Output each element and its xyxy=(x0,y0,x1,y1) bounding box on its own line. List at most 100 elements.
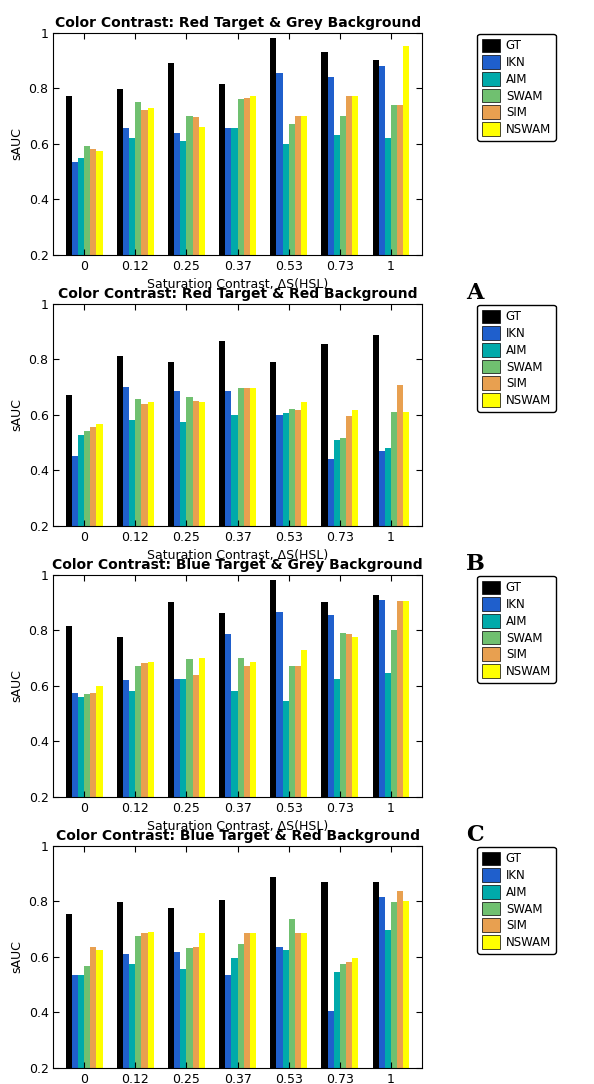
Text: C: C xyxy=(466,824,484,846)
Bar xyxy=(192,117,199,310)
Bar xyxy=(372,335,379,581)
Bar xyxy=(346,963,352,1084)
Bar xyxy=(346,634,352,852)
Bar xyxy=(123,680,129,852)
Bar xyxy=(295,933,301,1084)
Bar xyxy=(379,896,385,1084)
Bar xyxy=(340,438,346,581)
Bar xyxy=(289,667,295,852)
Bar xyxy=(244,98,250,310)
X-axis label: Saturation Contrast, ΔS(HSL): Saturation Contrast, ΔS(HSL) xyxy=(147,821,328,834)
Bar xyxy=(66,625,72,852)
Bar xyxy=(276,947,283,1084)
Title: Color Contrast: Red Target & Grey Background: Color Contrast: Red Target & Grey Backgr… xyxy=(55,16,421,30)
Bar xyxy=(117,357,123,581)
Bar xyxy=(78,697,84,852)
Bar xyxy=(321,603,328,852)
Bar xyxy=(232,692,238,852)
X-axis label: Saturation Contrast, ΔS(HSL): Saturation Contrast, ΔS(HSL) xyxy=(147,550,328,563)
Legend: GT, IKN, AIM, SWAM, SIM, NSWAM: GT, IKN, AIM, SWAM, SIM, NSWAM xyxy=(478,34,556,141)
Bar xyxy=(379,66,385,310)
Bar xyxy=(283,144,289,310)
Bar xyxy=(147,662,154,852)
Bar xyxy=(397,601,403,852)
Bar xyxy=(96,686,103,852)
Bar xyxy=(135,102,141,310)
Bar xyxy=(283,701,289,852)
Bar xyxy=(403,412,409,581)
Bar xyxy=(391,903,397,1084)
Bar xyxy=(96,424,103,581)
Bar xyxy=(187,659,192,852)
Bar xyxy=(129,421,135,581)
Bar xyxy=(199,402,205,581)
Bar xyxy=(181,969,187,1084)
Bar xyxy=(174,679,181,852)
Bar xyxy=(346,416,352,581)
Bar xyxy=(385,138,391,310)
Bar xyxy=(397,891,403,1084)
Bar xyxy=(225,391,232,581)
Bar xyxy=(276,612,283,852)
Bar xyxy=(289,919,295,1084)
Bar xyxy=(181,422,187,581)
Bar xyxy=(141,111,147,310)
Bar xyxy=(168,362,174,581)
Bar xyxy=(187,948,192,1084)
Bar xyxy=(141,663,147,852)
Y-axis label: sAUC: sAUC xyxy=(10,669,23,702)
Bar xyxy=(168,908,174,1084)
Bar xyxy=(90,427,96,581)
Bar xyxy=(238,100,244,310)
Bar xyxy=(301,649,307,852)
Bar xyxy=(135,935,141,1084)
Bar xyxy=(372,595,379,852)
Bar xyxy=(340,964,346,1084)
Bar xyxy=(90,150,96,310)
Bar xyxy=(141,933,147,1084)
Bar xyxy=(174,953,181,1084)
Bar xyxy=(192,401,199,581)
Bar xyxy=(219,614,225,852)
Bar xyxy=(397,386,403,581)
Bar xyxy=(328,77,334,310)
Bar xyxy=(72,162,78,310)
Bar xyxy=(289,409,295,581)
Bar xyxy=(181,679,187,852)
Bar xyxy=(270,362,276,581)
Bar xyxy=(135,399,141,581)
Bar xyxy=(283,950,289,1084)
Bar xyxy=(147,107,154,310)
Bar xyxy=(334,440,340,581)
Bar xyxy=(328,615,334,852)
Text: B: B xyxy=(466,553,485,575)
Bar xyxy=(174,132,181,310)
Bar xyxy=(192,947,199,1084)
Bar xyxy=(90,693,96,852)
Bar xyxy=(225,128,232,310)
Y-axis label: sAUC: sAUC xyxy=(10,940,23,973)
Bar xyxy=(219,341,225,581)
Bar xyxy=(199,127,205,310)
Bar xyxy=(84,431,90,581)
Bar xyxy=(295,667,301,852)
Bar xyxy=(352,637,358,852)
Bar xyxy=(250,662,256,852)
Text: A: A xyxy=(466,282,484,304)
Bar xyxy=(397,105,403,310)
Bar xyxy=(321,881,328,1084)
Bar xyxy=(385,673,391,852)
Bar xyxy=(84,966,90,1084)
Bar xyxy=(385,448,391,581)
Bar xyxy=(391,412,397,581)
Bar xyxy=(219,83,225,310)
Bar xyxy=(78,157,84,310)
Bar xyxy=(225,634,232,852)
Bar xyxy=(117,903,123,1084)
Bar xyxy=(238,658,244,852)
Bar xyxy=(129,692,135,852)
Bar xyxy=(232,415,238,581)
Y-axis label: sAUC: sAUC xyxy=(10,398,23,431)
Bar xyxy=(96,950,103,1084)
Bar xyxy=(66,914,72,1084)
